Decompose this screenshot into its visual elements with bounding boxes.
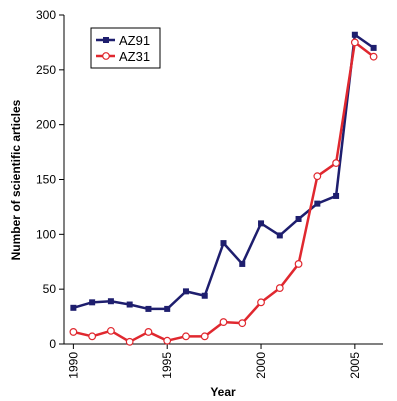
data-point-az31-2000 <box>257 298 265 307</box>
data-point-az31-1999 <box>238 319 247 328</box>
data-point-az91-1993 <box>126 301 133 308</box>
data-point-az91-1992 <box>107 298 114 305</box>
x-tick-label-2000: 2000 <box>254 352 268 379</box>
y-tick-label-0: 0 <box>49 337 56 351</box>
data-point-az91-1995 <box>164 305 171 312</box>
data-point-az31-2002 <box>294 260 303 268</box>
legend-item-az31: AZ31 <box>96 49 150 64</box>
y-tick-label-250: 250 <box>36 63 56 77</box>
y-tick-label-100: 100 <box>36 227 56 241</box>
series-az91 <box>70 31 377 312</box>
legend-box <box>90 27 161 69</box>
x-tick-label-1990: 1990 <box>66 352 80 379</box>
data-point-az31-1990 <box>69 328 78 336</box>
y-tick-label-300: 300 <box>36 8 56 22</box>
y-ticks: 0 50 100 150 200 250 300 <box>36 8 64 351</box>
x-axis-title: Year <box>210 385 236 399</box>
data-point-az91-1994 <box>145 305 152 312</box>
data-point-az31-1998 <box>219 318 228 326</box>
legend: AZ91 AZ31 <box>90 27 161 69</box>
x-tick-label-2005: 2005 <box>348 352 362 379</box>
data-point-az31-2006 <box>369 52 378 61</box>
data-point-az31-1992 <box>107 326 115 335</box>
data-point-az91-2003 <box>314 200 321 207</box>
series-layer <box>69 31 378 346</box>
data-point-az91-1999 <box>239 260 246 267</box>
series-line-az31 <box>73 41 375 344</box>
legend-marker-az91 <box>103 37 109 43</box>
y-axis-title: Number of scientific articles <box>9 99 23 260</box>
legend-item-az91: AZ91 <box>96 33 150 48</box>
data-point-az91-1997 <box>201 292 208 299</box>
legend-marker-az31 <box>102 52 110 60</box>
y-tick-label-150: 150 <box>36 173 56 187</box>
data-point-az91-1998 <box>220 240 227 247</box>
y-tick-label-50: 50 <box>43 282 57 296</box>
x-ticks: 1990 1995 2000 2005 <box>66 344 362 379</box>
data-point-az91-2005 <box>351 31 358 38</box>
data-point-az91-1990 <box>70 304 77 311</box>
data-point-az91-2006 <box>370 44 377 51</box>
series-line-az91 <box>73 33 375 311</box>
x-tick-label-1995: 1995 <box>160 352 174 379</box>
data-point-az31-1996 <box>182 332 190 341</box>
data-point-az31-1995 <box>163 336 172 345</box>
data-point-az31-2001 <box>275 284 284 292</box>
data-point-az91-2002 <box>295 215 302 222</box>
data-point-az31-2005 <box>350 38 359 47</box>
legend-label-az31: AZ31 <box>119 49 150 64</box>
legend-label-az91: AZ91 <box>119 33 150 48</box>
data-point-az31-2004 <box>332 159 340 167</box>
data-point-az31-1993 <box>125 337 134 346</box>
data-point-az31-1991 <box>88 332 97 341</box>
data-point-az31-1997 <box>200 332 209 341</box>
data-point-az91-2001 <box>276 232 283 239</box>
data-point-az91-1996 <box>182 288 189 295</box>
data-point-az91-2000 <box>258 220 265 227</box>
data-point-az91-1991 <box>89 299 96 306</box>
data-point-az91-2004 <box>333 192 340 199</box>
data-point-az31-2003 <box>313 172 322 181</box>
data-point-az31-1994 <box>144 328 153 336</box>
series-az31 <box>69 38 378 346</box>
y-tick-label-200: 200 <box>36 118 56 132</box>
